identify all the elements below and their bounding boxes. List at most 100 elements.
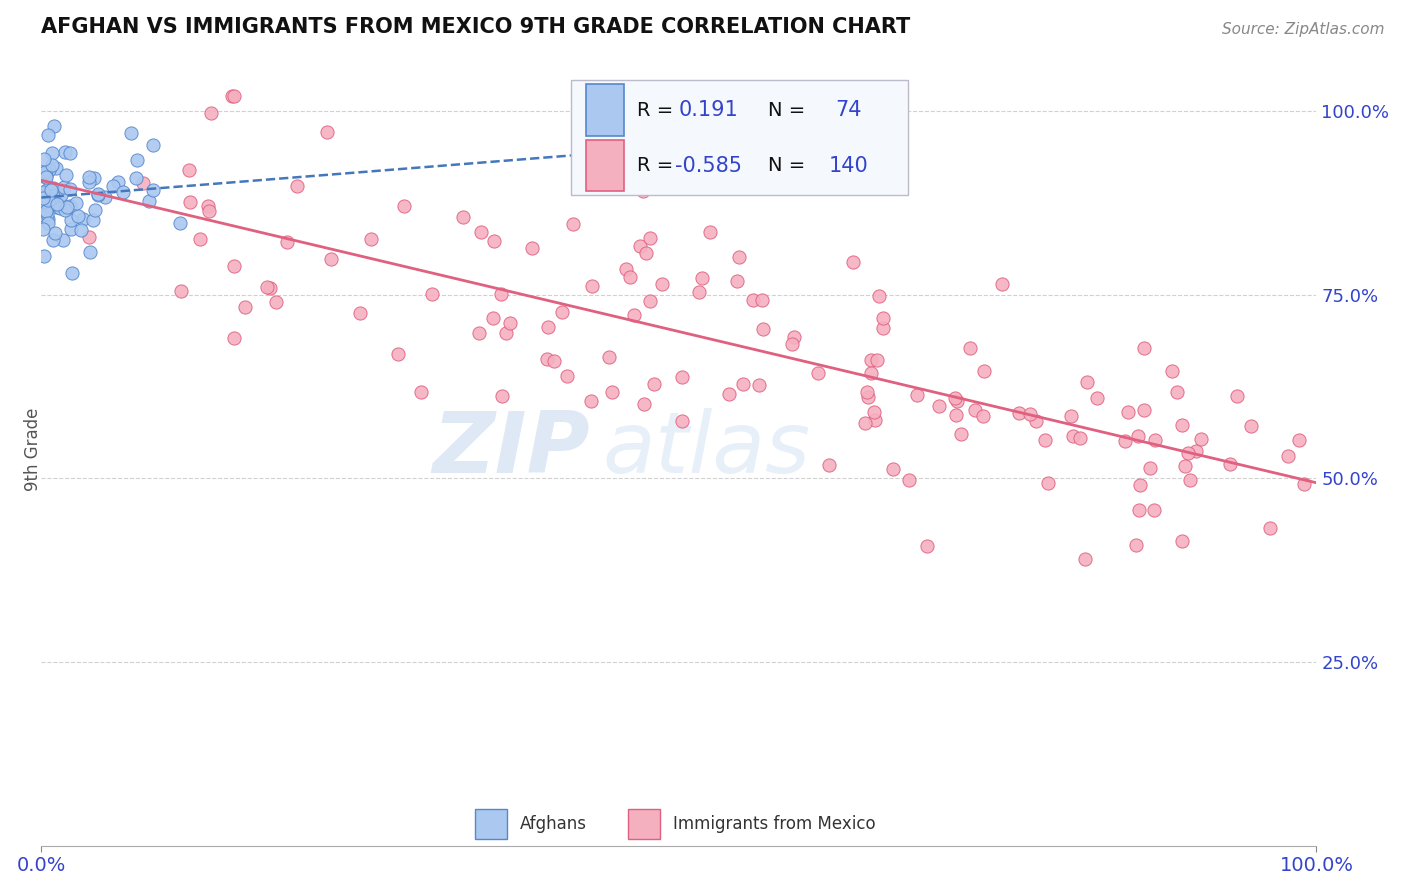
Point <box>222 331 245 345</box>
Point <box>233 300 256 314</box>
Point <box>468 326 491 341</box>
Point <box>170 284 193 298</box>
Point <box>1166 384 1188 399</box>
Point <box>107 175 129 189</box>
Point <box>49 201 72 215</box>
Point <box>41 158 63 172</box>
Point <box>725 274 748 288</box>
Point <box>1085 391 1108 405</box>
Point <box>197 199 219 213</box>
Point <box>946 394 969 409</box>
Point <box>169 216 191 230</box>
Point <box>49 188 72 202</box>
Point <box>1116 404 1139 418</box>
Point <box>1038 476 1060 491</box>
Point <box>34 204 56 219</box>
Point <box>728 250 751 264</box>
Point <box>1073 552 1095 566</box>
Point <box>1125 538 1147 552</box>
Point <box>138 194 160 209</box>
Point <box>638 293 661 308</box>
Point <box>37 182 59 196</box>
Point <box>34 249 56 263</box>
Point <box>31 209 53 223</box>
Point <box>319 252 342 266</box>
Point <box>59 146 82 161</box>
Point <box>41 189 63 203</box>
FancyBboxPatch shape <box>586 84 624 136</box>
Point <box>868 289 890 303</box>
FancyBboxPatch shape <box>628 809 659 838</box>
FancyBboxPatch shape <box>586 140 624 192</box>
Point <box>520 241 543 255</box>
Text: N =: N = <box>768 156 806 175</box>
Point <box>1139 461 1161 475</box>
Point <box>411 384 433 399</box>
Point <box>41 183 63 197</box>
Point <box>550 305 572 319</box>
Point <box>943 391 966 405</box>
Point <box>945 409 967 423</box>
Text: 140: 140 <box>828 155 869 176</box>
Point <box>87 187 110 202</box>
Point <box>83 171 105 186</box>
Point <box>86 186 108 201</box>
Point <box>491 389 513 403</box>
Point <box>543 353 565 368</box>
FancyBboxPatch shape <box>475 809 506 838</box>
Point <box>1240 418 1263 433</box>
Point <box>949 426 972 441</box>
Point <box>643 376 665 391</box>
Point <box>1129 477 1152 491</box>
Point <box>865 353 887 368</box>
Point <box>67 209 90 223</box>
Point <box>45 200 67 214</box>
Point <box>77 169 100 184</box>
Point <box>1033 434 1056 448</box>
Point <box>856 390 879 404</box>
Point <box>32 152 55 166</box>
Point <box>1178 473 1201 487</box>
Point <box>41 145 63 160</box>
Point <box>1008 406 1031 420</box>
Point <box>1170 418 1192 433</box>
Point <box>1185 444 1208 458</box>
Point <box>1069 432 1091 446</box>
Point <box>630 238 652 252</box>
Point <box>633 397 655 411</box>
Text: 0.191: 0.191 <box>678 100 738 120</box>
Point <box>1226 389 1249 403</box>
Point <box>224 259 246 273</box>
Point <box>536 351 558 366</box>
Point <box>807 367 830 381</box>
Point <box>101 178 124 193</box>
Point <box>1174 459 1197 474</box>
Point <box>111 185 134 199</box>
Point <box>731 377 754 392</box>
Text: 74: 74 <box>835 100 862 120</box>
Point <box>55 168 77 182</box>
Point <box>1177 446 1199 460</box>
Point <box>631 184 654 198</box>
Point <box>638 231 661 245</box>
Point <box>188 232 211 246</box>
Point <box>59 182 82 196</box>
Point <box>84 202 107 217</box>
Point <box>31 169 53 184</box>
Point <box>1277 450 1299 464</box>
Text: Immigrants from Mexico: Immigrants from Mexico <box>672 814 875 833</box>
Point <box>482 234 505 248</box>
Point <box>1143 502 1166 516</box>
Point <box>865 412 887 426</box>
Point <box>65 195 87 210</box>
Point <box>1219 457 1241 471</box>
Point <box>498 316 520 330</box>
Point <box>127 153 149 167</box>
Point <box>915 539 938 553</box>
Point <box>35 183 58 197</box>
Point <box>897 473 920 487</box>
Text: ZIP: ZIP <box>432 408 589 491</box>
Point <box>579 393 602 408</box>
Text: R =: R = <box>637 156 673 175</box>
Point <box>856 385 879 400</box>
